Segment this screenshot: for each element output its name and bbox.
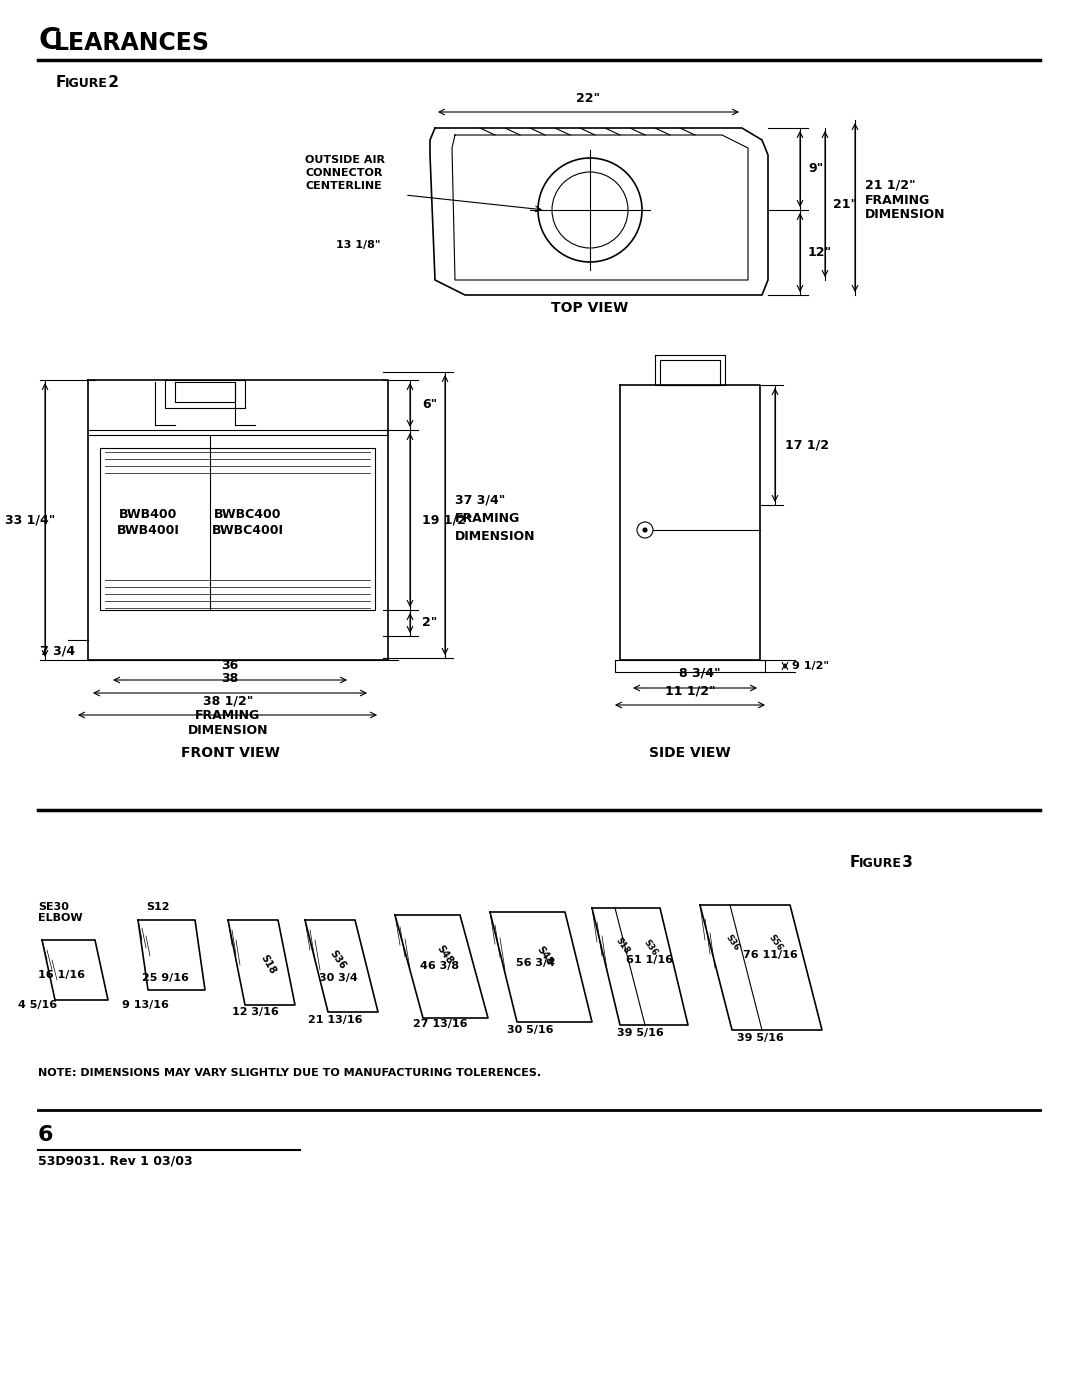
Text: 13 1/8": 13 1/8" bbox=[336, 240, 380, 250]
Text: TOP VIEW: TOP VIEW bbox=[552, 300, 629, 314]
Text: C: C bbox=[38, 27, 60, 54]
Text: 36: 36 bbox=[221, 659, 239, 672]
Text: 61 1/16: 61 1/16 bbox=[626, 956, 674, 965]
Text: 12 3/16: 12 3/16 bbox=[231, 1007, 279, 1017]
Text: 22": 22" bbox=[577, 92, 600, 105]
Text: FRONT VIEW: FRONT VIEW bbox=[180, 746, 280, 760]
Text: 8 3/4": 8 3/4" bbox=[679, 666, 720, 680]
Text: S18: S18 bbox=[258, 953, 278, 975]
Text: 30 5/16: 30 5/16 bbox=[507, 1025, 553, 1035]
Text: 37 3/4": 37 3/4" bbox=[455, 493, 505, 507]
Text: 11 1/2": 11 1/2" bbox=[664, 685, 715, 697]
Text: 3: 3 bbox=[897, 855, 913, 870]
Text: 21 1/2": 21 1/2" bbox=[865, 179, 916, 191]
Text: 9 1/2": 9 1/2" bbox=[792, 661, 829, 671]
Text: S36: S36 bbox=[642, 939, 659, 958]
Text: LEARANCES: LEARANCES bbox=[54, 31, 210, 54]
Text: IGURE: IGURE bbox=[859, 856, 902, 870]
Text: 76 11/16: 76 11/16 bbox=[743, 950, 797, 960]
Text: 2": 2" bbox=[422, 616, 437, 630]
Text: S36: S36 bbox=[724, 933, 741, 953]
Text: S56: S56 bbox=[767, 933, 785, 953]
Text: 9": 9" bbox=[808, 162, 823, 175]
Text: F: F bbox=[56, 75, 66, 89]
Text: 17 1/2: 17 1/2 bbox=[785, 439, 829, 451]
Text: S48: S48 bbox=[535, 944, 555, 967]
Text: 21": 21" bbox=[833, 197, 858, 211]
Text: SIDE VIEW: SIDE VIEW bbox=[649, 746, 731, 760]
Text: S18: S18 bbox=[613, 936, 631, 956]
Text: 4 5/16: 4 5/16 bbox=[18, 1000, 57, 1010]
Circle shape bbox=[643, 528, 647, 532]
Text: FRAMING: FRAMING bbox=[455, 511, 521, 524]
Text: 16 1/16: 16 1/16 bbox=[38, 970, 85, 981]
Text: 56 3/4: 56 3/4 bbox=[515, 958, 554, 968]
Text: CENTERLINE: CENTERLINE bbox=[305, 182, 381, 191]
Text: 33 1/4": 33 1/4" bbox=[4, 514, 55, 527]
Text: CONNECTOR: CONNECTOR bbox=[305, 168, 382, 177]
Text: S36: S36 bbox=[328, 949, 348, 971]
Text: FRAMING: FRAMING bbox=[865, 194, 930, 207]
Text: 6": 6" bbox=[422, 398, 437, 412]
Text: 30 3/4: 30 3/4 bbox=[319, 972, 357, 983]
Text: 19 1/2": 19 1/2" bbox=[422, 514, 473, 527]
Text: 9 13/16: 9 13/16 bbox=[122, 1000, 168, 1010]
Text: 38: 38 bbox=[221, 672, 239, 685]
Text: 7 3/4: 7 3/4 bbox=[40, 644, 76, 658]
Text: S12: S12 bbox=[146, 902, 170, 912]
Text: NOTE: DIMENSIONS MAY VARY SLIGHTLY DUE TO MANUFACTURING TOLERENCES.: NOTE: DIMENSIONS MAY VARY SLIGHTLY DUE T… bbox=[38, 1067, 541, 1078]
Text: DIMENSION: DIMENSION bbox=[865, 208, 945, 222]
Text: IGURE: IGURE bbox=[65, 77, 108, 89]
Text: 25 9/16: 25 9/16 bbox=[141, 972, 188, 983]
Text: OUTSIDE AIR: OUTSIDE AIR bbox=[305, 155, 384, 165]
Text: BWB400: BWB400 bbox=[119, 509, 177, 521]
Text: 27 13/16: 27 13/16 bbox=[413, 1018, 468, 1030]
Text: ELBOW: ELBOW bbox=[38, 914, 83, 923]
Text: 6: 6 bbox=[38, 1125, 54, 1146]
Text: BWBC400: BWBC400 bbox=[214, 509, 282, 521]
Text: 38 1/2": 38 1/2" bbox=[203, 694, 253, 707]
Text: 46 3/8: 46 3/8 bbox=[420, 961, 460, 971]
Text: BWBC400I: BWBC400I bbox=[212, 524, 284, 536]
Text: FRAMING: FRAMING bbox=[195, 710, 260, 722]
Text: F: F bbox=[850, 855, 861, 870]
Text: 39 5/16: 39 5/16 bbox=[737, 1032, 783, 1044]
Text: 2: 2 bbox=[103, 75, 119, 89]
Text: BWB400I: BWB400I bbox=[117, 524, 179, 536]
Text: 39 5/16: 39 5/16 bbox=[617, 1028, 663, 1038]
Text: DIMENSION: DIMENSION bbox=[188, 724, 268, 738]
Text: DIMENSION: DIMENSION bbox=[455, 529, 536, 542]
Text: 12": 12" bbox=[808, 246, 832, 258]
Text: 21 13/16: 21 13/16 bbox=[308, 1016, 362, 1025]
Text: S48: S48 bbox=[435, 943, 455, 967]
Text: SE30: SE30 bbox=[38, 902, 69, 912]
Text: 53D9031. Rev 1 03/03: 53D9031. Rev 1 03/03 bbox=[38, 1155, 192, 1168]
